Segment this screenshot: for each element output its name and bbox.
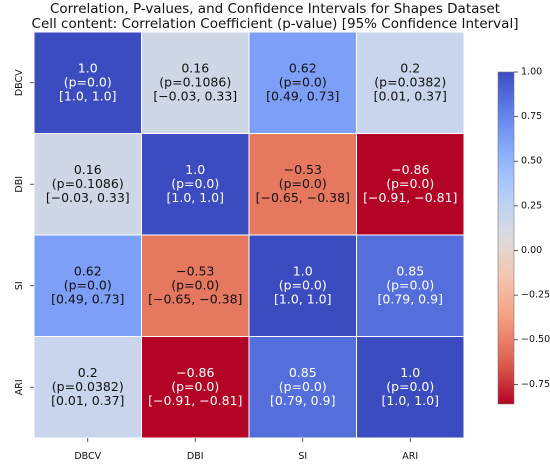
cell-text-line2: (p=0.0)	[64, 74, 112, 89]
cell-text-line3: [−0.65, −0.38]	[256, 190, 350, 205]
y-tick-label-dbcv: DBCV	[14, 69, 25, 96]
cell-text-line2: (p=0.0)	[386, 277, 434, 292]
cell-text-line2: (p=0.0)	[386, 176, 434, 191]
cell-text-line3: [0.49, 0.73]	[266, 88, 339, 103]
cell-text-line3: [1.0, 1.0]	[274, 291, 331, 306]
heatmap-cell-dbcv-si	[248, 31, 357, 134]
cell-text-line1: −0.86	[391, 162, 429, 177]
heatmap-cell-ari-dbcv	[33, 336, 142, 439]
cell-text-line3: [0.01, 0.37]	[51, 393, 124, 408]
cell-text-line3: [0.01, 0.37]	[374, 88, 447, 103]
cell-text-line2: (p=0.0)	[279, 74, 327, 89]
colorbar-tick-label: −0.75	[521, 379, 550, 390]
heatmap-cell-dbi-dbi	[141, 133, 250, 236]
cell-text-line3: [0.79, 0.9]	[270, 393, 335, 408]
cell-text-line1: 0.16	[181, 60, 209, 75]
cell-text-line2: (p=0.0382)	[374, 74, 446, 89]
cell-text-line1: −0.53	[176, 263, 214, 278]
cell-text-line3: [1.0, 1.0]	[382, 393, 439, 408]
colorbar	[497, 71, 515, 405]
cell-text-line3: [0.79, 0.9]	[378, 291, 443, 306]
cell-text-line1: 1.0	[293, 263, 313, 278]
cell-text-line1: −0.86	[176, 365, 214, 380]
heatmap-cell-si-dbcv	[33, 234, 142, 337]
chart-title-block: Correlation, P-values, and Confidence In…	[0, 2, 550, 32]
cell-text-line2: (p=0.0)	[386, 379, 434, 394]
cell-text-line2: (p=0.0382)	[52, 379, 124, 394]
chart-title: Correlation, P-values, and Confidence In…	[49, 1, 501, 17]
cell-text-line1: 0.62	[74, 263, 102, 278]
colorbar-tick-label: −0.50	[521, 334, 550, 345]
cell-text-line2: (p=0.0)	[279, 277, 327, 292]
colorbar-tick-label: 0.00	[521, 245, 542, 256]
heatmap-cell-si-ari	[356, 234, 465, 337]
cell-text-line2: (p=0.1086)	[159, 74, 231, 89]
cell-text-line1: 0.85	[396, 263, 424, 278]
heatmap-cell-dbcv-ari	[356, 31, 465, 134]
chart-subtitle: Cell content: Correlation Coefficient (p…	[31, 16, 519, 32]
cell-text-line1: 0.62	[289, 60, 317, 75]
y-tick-label-ari: ARI	[14, 379, 25, 395]
heatmap-cell-dbi-si	[248, 133, 357, 236]
cell-text-line2: (p=0.0)	[171, 277, 219, 292]
colorbar-tick-label: 0.50	[521, 156, 542, 167]
y-tick-label-si: SI	[14, 281, 25, 290]
colorbar-tick-label: 1.00	[521, 67, 542, 78]
colorbar-tick-label: 0.25	[521, 200, 542, 211]
cell-text-line1: −0.53	[284, 162, 322, 177]
cell-text-line2: (p=0.0)	[171, 379, 219, 394]
cell-text-line1: 1.0	[400, 365, 420, 380]
cell-text-line2: (p=0.0)	[171, 176, 219, 191]
cell-text-line3: [1.0, 1.0]	[59, 88, 116, 103]
cell-text-line3: [0.49, 0.73]	[51, 291, 124, 306]
cell-text-line3: [1.0, 1.0]	[167, 190, 224, 205]
x-tick-label-dbcv: DBCV	[74, 451, 101, 462]
heatmap-cell-si-dbi	[141, 234, 250, 337]
cell-text-line2: (p=0.0)	[64, 277, 112, 292]
heatmap-cell-dbcv-dbcv	[33, 31, 142, 134]
cell-text-line2: (p=0.1086)	[52, 176, 124, 191]
y-tick-label-dbi: DBI	[14, 176, 25, 193]
cell-text-line3: [−0.03, 0.33]	[46, 190, 130, 205]
cell-text-line1: 0.2	[78, 365, 98, 380]
cell-text-line3: [−0.91, −0.81]	[363, 190, 457, 205]
heatmap-cell-si-si	[248, 234, 357, 337]
heatmap-cell-ari-ari	[356, 336, 465, 439]
x-tick-label-ari: ARI	[402, 451, 418, 462]
cell-text-line3: [−0.65, −0.38]	[148, 291, 242, 306]
cell-text-line1: 0.16	[74, 162, 102, 177]
cell-text-line3: [−0.91, −0.81]	[148, 393, 242, 408]
cell-text-line1: 1.0	[185, 162, 205, 177]
cell-text-line1: 0.85	[289, 365, 317, 380]
x-tick-label-si: SI	[298, 451, 307, 462]
cell-text-line2: (p=0.0)	[279, 379, 327, 394]
cell-text-line3: [−0.03, 0.33]	[153, 88, 237, 103]
colorbar-tick-label: 0.75	[521, 111, 542, 122]
heatmap-cell-dbi-dbcv	[33, 133, 142, 236]
cell-text-line1: 0.2	[400, 60, 420, 75]
heatmap-cell-ari-dbi	[141, 336, 250, 439]
cell-text-line1: 1.0	[78, 60, 98, 75]
cell-text-line2: (p=0.0)	[279, 176, 327, 191]
colorbar-tick-label: −0.25	[521, 290, 550, 301]
x-tick-label-dbi: DBI	[187, 451, 204, 462]
